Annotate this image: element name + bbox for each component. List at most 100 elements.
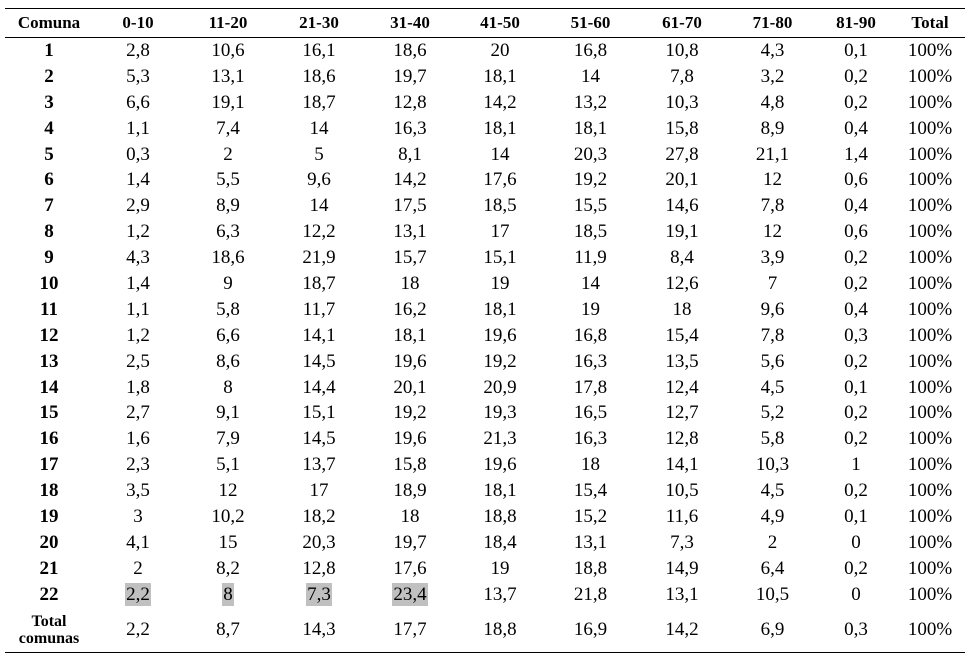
table-cell: 13,5 [665,350,699,372]
table-cell: 20,3 [302,531,336,553]
table-cell: 18,6 [302,65,336,87]
table-cell: 5 [314,143,324,165]
table-cell: 0,3 [817,607,895,653]
table-cell: 16,1 [302,39,336,61]
table-cell: 0,2 [844,402,868,424]
table-cell: 0,2 [844,350,868,372]
table-cell: 15,1 [302,402,336,424]
row-label: 1 [44,39,54,61]
highlighted-value: 7,3 [306,582,332,606]
table-cell: 17,6 [483,169,517,191]
table-cell: 13,2 [573,91,608,113]
table-cell: 100% [907,531,953,553]
row-label: 18 [39,480,59,502]
table-cell: 5,5 [216,169,240,191]
table-cell: 2,5 [126,350,150,372]
table-cell: 1,2 [126,221,150,243]
row-label: 16 [39,428,59,450]
table-cell: 17 [490,221,510,243]
table-cell: 12,7 [665,402,699,424]
table-cell: 19,2 [573,169,608,191]
table-cell: 12 [218,480,238,502]
table-cell: 12,6 [665,272,699,294]
header-cell: 41-50 [455,8,545,38]
table-cell: 5,2 [760,402,785,424]
table-cell: 1,8 [126,376,150,398]
header-cell: 81-90 [817,8,895,38]
row-label: 4 [44,117,54,139]
table-cell: 8 [183,582,273,608]
row-label: 8 [44,221,54,243]
table-cell: 5,8 [216,298,240,320]
table-cell: 100% [907,376,953,398]
table-cell: 0,6 [844,221,868,243]
table-cell: 0,2 [844,65,868,87]
table-cell: 100% [907,583,953,605]
table-cell: 20,3 [573,143,608,165]
table-row: 10 1,4 9 18,7 18 19 14 12,6 7 0,2 100% [5,271,965,297]
table-cell: 18,2 [302,505,336,527]
table-cell: 18,8 [483,505,517,527]
table-cell: 15,4 [665,324,699,346]
table-cell: 18,1 [483,298,517,320]
table-cell: 6,3 [216,221,240,243]
header-row: Comuna 0-10 11-20 21-30 31-40 41-50 51-60 61-70… [5,8,965,38]
table-row: 11 1,1 5,8 11,7 16,2 18,1 19 18 9,6 0,4 100% [5,297,965,323]
table-cell: 16,5 [573,402,608,424]
table-cell: 0,2 [844,428,868,450]
table-cell: 20,1 [665,169,699,191]
table-cell: 2,2 [93,607,183,653]
table-cell: 21,8 [573,583,608,605]
table-cell: 14 [309,195,329,217]
table-cell: 15,8 [393,454,427,476]
table-cell: 3,5 [126,480,150,502]
table-cell: 12 [763,221,782,243]
row-label: 3 [44,91,54,113]
table-cell: 18,5 [483,195,517,217]
row-label: 2 [44,65,54,87]
table-cell: 19,6 [393,428,427,450]
table-cell: 4,1 [126,531,150,553]
table-cell: 100% [907,169,953,191]
table-cell: 18 [672,298,692,320]
total-row: Total comunas 2,2 8,7 14,3 17,7 18,8 16,9 14,2 6… [5,607,965,653]
table-cell: 11,9 [574,247,607,269]
table-cell: 8,9 [760,117,785,139]
row-label: 12 [39,324,59,346]
table-cell: 8,4 [670,247,694,269]
table-cell: 12,8 [665,428,699,450]
table-cell: 9 [223,272,233,294]
table-cell: 100% [907,143,953,165]
table-cell: 17,7 [365,607,455,653]
table-cell: 15,2 [573,505,608,527]
table-cell: 1,4 [126,169,150,191]
row-label: 5 [44,143,54,165]
table-cell: 8 [223,376,233,398]
header-cell: 51-60 [545,8,636,38]
table-cell: 7,8 [760,324,785,346]
table-cell: 13,1 [665,583,699,605]
table-row: 16 1,6 7,9 14,5 19,6 21,3 16,3 12,8 5,8 0,2 100% [5,426,965,452]
table-cell: 16,9 [545,607,636,653]
row-label: 20 [39,531,59,553]
table-cell: 5,8 [760,428,785,450]
table-cell: 12,2 [302,221,336,243]
table-cell: 0,2 [844,272,868,294]
table-cell: 0,2 [844,247,868,269]
table-cell: 3,9 [760,247,785,269]
table-cell: 18,5 [573,221,608,243]
table-cell: 14,5 [302,428,336,450]
table-cell: 14 [581,272,600,294]
table-cell: 19,6 [483,454,517,476]
table-cell: 0,4 [844,298,868,320]
table-cell: 0 [851,531,861,553]
row-label: 10 [39,272,59,294]
table-cell: 21,1 [755,143,790,165]
table-cell: 17 [309,480,329,502]
table-cell: 3 [133,505,143,527]
table-cell: 21,9 [302,247,336,269]
table-cell: 10,5 [665,480,699,502]
table-cell: 19,3 [483,402,517,424]
table-cell: 9,1 [216,402,240,424]
table-cell: 18 [581,454,600,476]
